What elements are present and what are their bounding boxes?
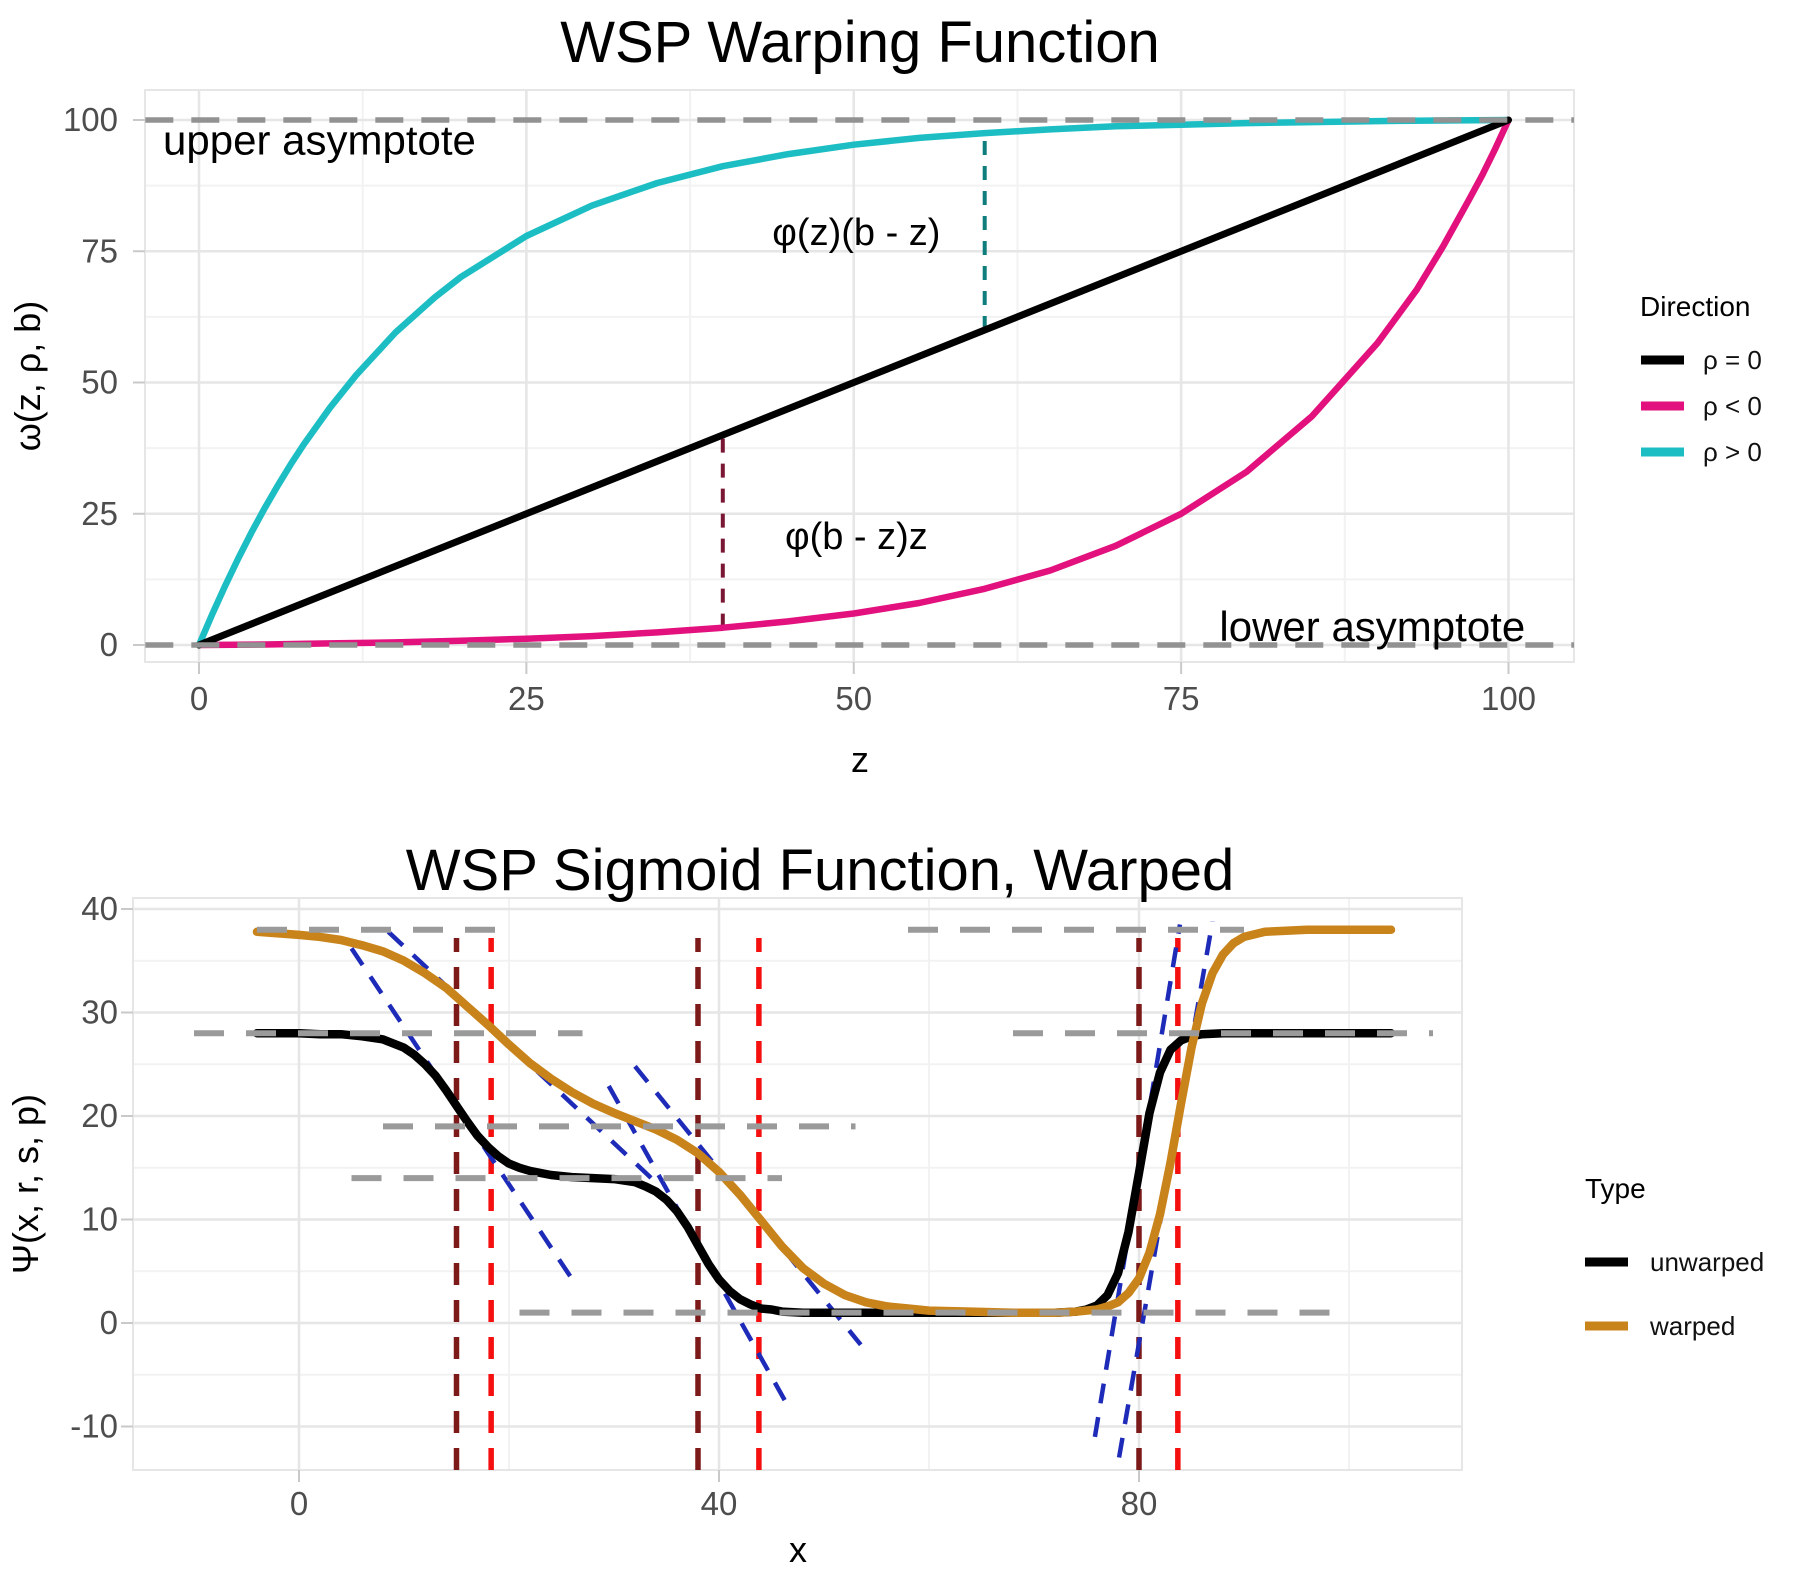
- legend-label-rho-eq-0: ρ = 0: [1703, 345, 1762, 375]
- x-tick-label: 40: [701, 1485, 738, 1522]
- y-tick-label: 50: [81, 364, 118, 401]
- series-ρ < 0: [195, 116, 1512, 649]
- y-tick-label: 0: [100, 1304, 118, 1341]
- sigmoid-chart-panel: 0 40 80 -10 0 10 20 30 40: [70, 890, 1463, 1522]
- x-tick-label: 25: [508, 680, 545, 717]
- warping-x-axis-label: z: [851, 739, 869, 780]
- x-tick-label: 50: [835, 680, 872, 717]
- warping-y-axis-label: ω(z, ρ, b): [7, 301, 48, 452]
- y-tick-label: 40: [81, 890, 118, 927]
- y-tick-label: -10: [70, 1408, 118, 1445]
- y-tick-label: 100: [63, 101, 118, 138]
- x-tick-label: 0: [290, 1485, 308, 1522]
- sigmoid-legend-title: Type: [1585, 1173, 1646, 1204]
- sigmoid-x-axis-label: x: [789, 1529, 807, 1570]
- legend-label-rho-gt-0: ρ > 0: [1703, 437, 1762, 467]
- annotation-text: upper asymptote: [163, 116, 476, 163]
- y-tick-label: 30: [81, 994, 118, 1031]
- y-tick-label: 25: [81, 495, 118, 532]
- series-ρ = 0: [195, 116, 1512, 649]
- panel-border: [144, 89, 1575, 663]
- y-tick-label: 75: [81, 232, 118, 269]
- sigmoid-y-axis-label: Ψ(x, r, s, p): [5, 1094, 46, 1274]
- y-tick-label: 10: [81, 1201, 118, 1238]
- annotation-text: φ(z)(b - z): [772, 212, 940, 254]
- x-tick-label: 100: [1481, 680, 1536, 717]
- y-tick-label: 20: [81, 1097, 118, 1134]
- warping-legend-title: Direction: [1640, 291, 1750, 322]
- sigmoid-chart-title: WSP Sigmoid Function, Warped: [406, 838, 1234, 903]
- series-unwarped: [252, 1028, 1396, 1317]
- sigmoid-legend: Type unwarped warped: [1585, 1173, 1764, 1341]
- x-tick-label: 80: [1121, 1485, 1158, 1522]
- y-tick-label: 0: [100, 626, 118, 663]
- tangent-line: [1092, 924, 1183, 1438]
- warping-legend: Direction ρ = 0 ρ < 0 ρ > 0: [1640, 291, 1762, 467]
- annotation-text: lower asymptote: [1219, 603, 1525, 650]
- x-tick-label: 0: [190, 680, 208, 717]
- x-tick-label: 75: [1163, 680, 1200, 717]
- legend-label-rho-lt-0: ρ < 0: [1703, 391, 1762, 421]
- warping-chart-panel: 0 25 50 75 100 0 25 50 75 100 upper asymptote φ(z)(…: [63, 89, 1575, 717]
- panel-border: [132, 897, 1463, 1471]
- series-warped: [252, 925, 1396, 1317]
- legend-label-unwarped: unwarped: [1650, 1247, 1764, 1277]
- warping-chart-title: WSP Warping Function: [560, 10, 1160, 75]
- annotation-text: φ(b - z)z: [785, 516, 928, 558]
- series-ρ > 0: [195, 116, 1512, 649]
- legend-label-warped: warped: [1649, 1311, 1735, 1341]
